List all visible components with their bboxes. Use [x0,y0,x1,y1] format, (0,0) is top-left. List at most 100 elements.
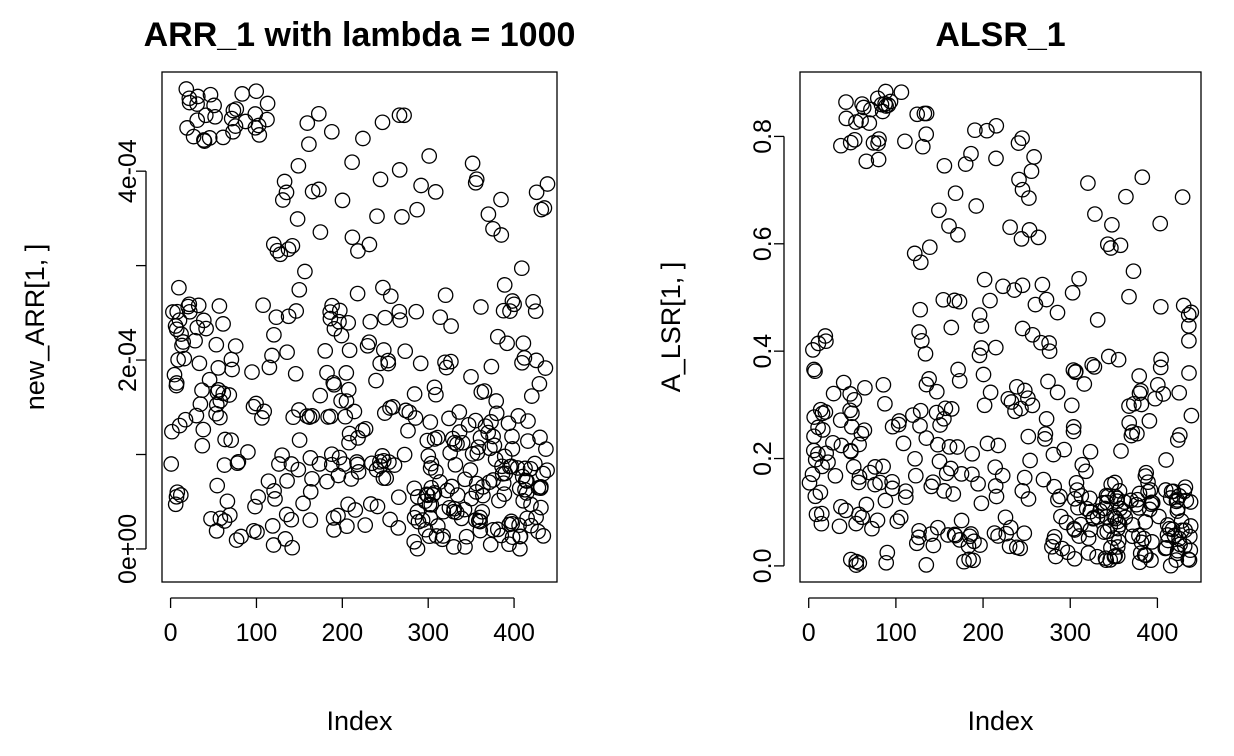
scatter-point [517,481,533,498]
chart-panel-2: ALSR_1 0 100 200 300 400 0.0 0.2 0.4 0.6 0.8 Index A… [656,16,1202,736]
scatter-point [928,383,945,400]
scatter-point [1045,533,1062,550]
x-axis: 0 100 200 300 400 [802,597,1178,647]
scatter-point [221,507,238,523]
scatter-point [215,129,231,146]
scatter-point [869,512,886,529]
scatter-point [1049,304,1066,321]
scatter-point [420,487,436,504]
scatter-point [812,484,829,501]
scatter-point [456,501,473,518]
scatter-point [1182,542,1199,559]
scatter-point [166,366,183,383]
scatter-point [932,417,948,433]
scatter-point [818,333,834,350]
scatter-point [381,454,397,470]
scatter-point [278,184,295,201]
scatter-point [400,422,416,439]
scatter-point [856,422,873,439]
scatter-point [935,291,952,308]
scatter-point [1177,479,1194,496]
scatter-point [832,412,849,429]
scatter-point [964,445,981,462]
scatter-point [997,509,1014,526]
y-axis: 0e+00 2e-04 4e-04 [114,139,147,584]
scatter-point [987,478,1004,494]
scatter-point [488,393,505,409]
scatter-point [853,425,870,442]
scatter-point [1056,441,1073,458]
scatter-point [982,292,998,309]
scatter-point [1118,188,1134,205]
scatter-point [1112,237,1129,254]
scatter-point [493,227,510,243]
x-tick-label: 100 [875,619,917,647]
scatter-point [1001,538,1018,555]
scatter-point [1081,490,1098,507]
scatter-point [1152,215,1169,232]
scatter-point [223,432,240,449]
scatter-point [443,478,460,495]
y-tick-label: 4e-04 [114,139,142,203]
scatter-point [1131,368,1148,384]
scatter-point [1023,163,1040,180]
scatter-point [851,555,868,571]
scatter-point [422,460,439,476]
scatter-point [276,173,293,190]
scatter-point [420,448,437,464]
scatter-point [844,405,860,422]
scatter-point [851,469,868,485]
scatter-point [972,537,988,553]
scatter-point [341,425,358,442]
scatter-point [489,521,506,538]
scatter-point [918,430,935,446]
scatter-point [266,326,282,343]
scatter-point [872,474,888,491]
scatter-point [180,298,197,315]
scatter-point [1034,276,1051,293]
scatter-point [245,522,262,539]
scatter-point [406,509,423,526]
scatter-point [1152,298,1169,315]
scatter-point [331,302,348,319]
scatter-point [1131,500,1147,516]
scatter-point [391,303,408,320]
scatter-point [512,540,528,557]
scatter-point [523,517,539,534]
scatter-point [302,483,319,500]
scatter-point [168,488,185,505]
scatter-point [531,375,548,392]
scatter-point [362,496,379,512]
scatter-point [391,107,408,124]
y-axis-label: new_ARR[1, ] [20,244,50,411]
scatter-point [1151,508,1167,525]
scatter-point [912,417,928,434]
scatter-point [423,496,440,513]
scatter-point [283,456,300,472]
scatter-point [975,366,992,383]
scatter-point [501,516,518,533]
scatter-point [409,540,426,557]
scatter-point [914,138,931,155]
scatter-point [518,485,535,501]
scatter-point [913,332,930,349]
scatter-point [504,428,520,445]
scatter-point [907,467,924,484]
scatter-point [428,463,444,480]
scatter-point [368,372,384,389]
scatter-point [194,437,211,454]
scatter-point [359,337,376,354]
scatter-point [219,493,236,510]
scatter-point [875,376,892,393]
scatter-point [248,83,265,100]
scatter-point [1011,171,1027,188]
scatter-point [245,398,262,415]
scatter-point [1155,386,1172,402]
scatter-point [1143,552,1159,569]
scatter-point [1002,219,1018,236]
scatter-point [458,528,475,545]
scatter-point [1180,306,1197,323]
scatter-point [877,492,894,509]
scatter-point [391,162,408,178]
scatter-point [1040,373,1056,390]
